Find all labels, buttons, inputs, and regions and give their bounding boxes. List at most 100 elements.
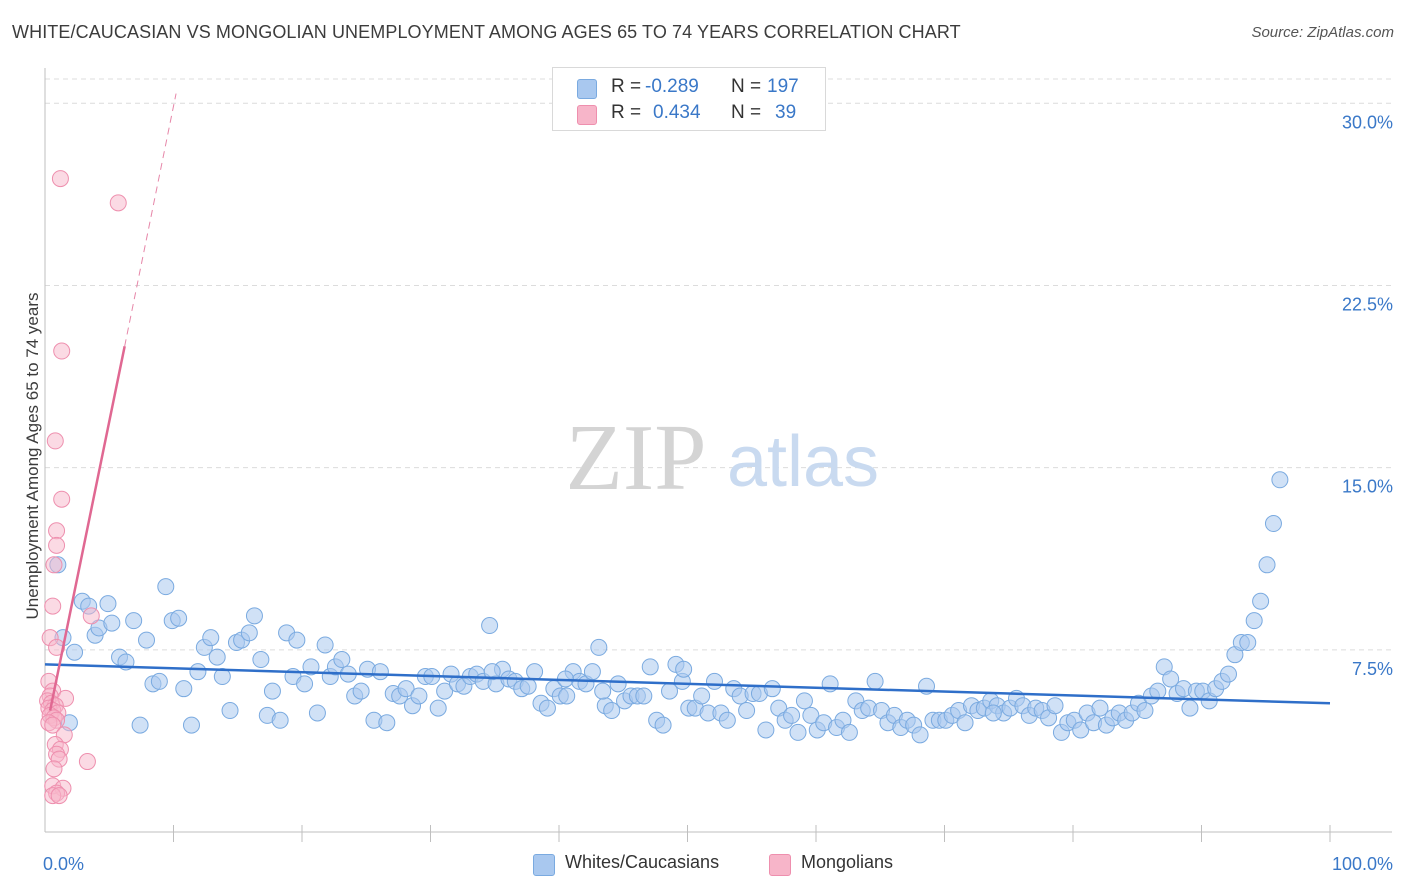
r-value: -0.289 [645, 76, 699, 97]
legend-label-whites: Whites/Caucasians [565, 852, 720, 872]
whites-point [66, 643, 84, 661]
whites-point [956, 714, 974, 732]
whites-point [308, 704, 326, 722]
whites-point [202, 629, 220, 647]
whites-point [410, 687, 428, 705]
gridlines [45, 78, 1392, 651]
mongolians-point [48, 638, 66, 656]
whites-point [789, 723, 807, 741]
y-tick-label: 15.0% [1342, 477, 1393, 497]
whites-point [783, 706, 801, 724]
whites-point [1239, 634, 1257, 652]
mongolians-point [51, 170, 69, 188]
mongolians-point [50, 787, 68, 805]
whites-point [866, 672, 884, 690]
whites-point [481, 617, 499, 635]
mongolians-point [45, 556, 63, 574]
mongolians-point [48, 522, 66, 540]
n-value: 39 [775, 102, 797, 123]
whites-legend-swatch [533, 854, 555, 876]
whites-point [371, 663, 389, 681]
whites-point [1252, 592, 1270, 610]
whites-point [1136, 702, 1154, 720]
mongolians-point [45, 760, 63, 778]
whites-point [170, 609, 188, 627]
whites-point [240, 624, 258, 642]
whites-point [738, 702, 756, 720]
y-tick-label: 22.5% [1342, 294, 1393, 314]
whites-point [1181, 699, 1199, 717]
whites-point [352, 682, 370, 700]
whites-point [1162, 670, 1180, 688]
source-label: Source: ZipAtlas.com [1251, 24, 1394, 41]
whites-point [538, 699, 556, 717]
whites-point [138, 631, 156, 649]
mongolians-point [46, 432, 64, 450]
mongolians-point [82, 607, 100, 625]
whites-point [333, 651, 351, 669]
whites-point [429, 699, 447, 717]
n-value: 197 [767, 76, 799, 97]
whites-point [288, 631, 306, 649]
whites-point [635, 687, 653, 705]
whites-point [1264, 515, 1282, 533]
mongolians-point [44, 597, 62, 615]
whites-point [302, 658, 320, 676]
x-tick-label: 0.0% [43, 854, 84, 874]
y-tick-labels: 7.5% 15.0% 22.5% 30.0% [1342, 112, 1393, 679]
whites-point [436, 682, 454, 700]
whites-point [984, 704, 1002, 722]
mongolians-point [78, 753, 96, 771]
whites-point [1245, 612, 1263, 630]
whites-point [1072, 721, 1090, 739]
watermark-atlas: atlas [727, 422, 879, 502]
whites-point [693, 687, 711, 705]
mongolians-point [109, 194, 127, 212]
whites-point [263, 682, 281, 700]
r-label: R = [611, 76, 642, 97]
whites-point [590, 638, 608, 656]
whites-point [641, 658, 659, 676]
x-tick-label: 100.0% [1332, 854, 1393, 874]
whites-points [49, 471, 1289, 744]
zipatlas-watermark: ZIP atlas [566, 406, 880, 510]
whites-point [757, 721, 775, 739]
whites-point [483, 663, 501, 681]
whites-point [189, 663, 207, 681]
mongolians-point [53, 490, 71, 508]
whites-point [911, 726, 929, 744]
whites-point [675, 660, 693, 678]
whites-trendline [44, 663, 1331, 705]
whites-point [763, 680, 781, 698]
y-tick-label: 30.0% [1342, 112, 1393, 132]
x-tick-labels: 0.0% 100.0% [43, 854, 1393, 874]
y-axis-label: Unemployment Among Ages 65 to 74 years [23, 292, 42, 620]
mongolians-trendline [48, 345, 126, 711]
stats-row-mongolians: R = 0.434 N = 39 [553, 102, 825, 128]
whites-point [131, 716, 149, 734]
stats-row-whites: R = -0.289 N = 197 [553, 76, 825, 102]
whites-point [175, 680, 193, 698]
whites-point [558, 687, 576, 705]
whites-point [1046, 697, 1064, 715]
whites-point [182, 716, 200, 734]
mongolians-point [48, 536, 66, 554]
whites-point [296, 675, 314, 693]
whites-point [795, 692, 813, 710]
whites-point [1271, 471, 1289, 489]
whites-point [526, 663, 544, 681]
whites-point [316, 636, 334, 654]
whites-point [271, 711, 289, 729]
legend-label-mongolians: Mongolians [801, 852, 894, 872]
whites-swatch [577, 79, 597, 99]
whites-point [397, 680, 415, 698]
mongolians-point [44, 716, 62, 734]
watermark-zip: ZIP [566, 406, 707, 510]
whites-point [705, 672, 723, 690]
stats-box: R = -0.289 N = 197 R = 0.434 N = 39 [552, 67, 826, 131]
y-tick-label: 7.5% [1352, 659, 1393, 679]
whites-point [208, 648, 226, 666]
legend: Whites/Caucasians Mongolians [0, 852, 1406, 878]
n-label: N = [731, 76, 762, 97]
